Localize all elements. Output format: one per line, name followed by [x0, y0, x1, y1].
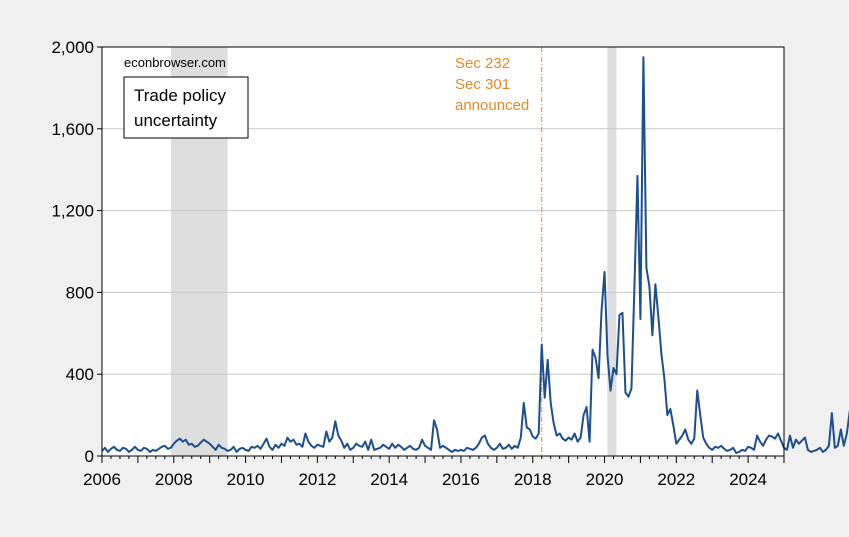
annotation-line-2: Sec 301 — [455, 76, 510, 93]
y-tick-label-1200: 1,200 — [51, 202, 94, 221]
y-tick-label-2000: 2,000 — [51, 38, 94, 57]
axis-layer: 0 400 800 1,200 1,600 2,000 2006 2008 2010 2012 20… — [51, 38, 785, 489]
x-tick-label-2012: 2012 — [298, 470, 336, 489]
source-label: econbrowser.com — [124, 55, 226, 70]
series-line-0 — [101, 56, 849, 454]
x-tick-label-2016: 2016 — [442, 470, 480, 489]
x-tick-label-2024: 2024 — [729, 470, 767, 489]
x-tick-label-2020: 2020 — [586, 470, 624, 489]
x-tick-label-2010: 2010 — [227, 470, 265, 489]
x-tick-label-2014: 2014 — [370, 470, 408, 489]
annotation-line-1: Sec 232 — [455, 55, 510, 72]
legend-label-line-1: Trade policy — [134, 86, 226, 105]
y-tick-label-1600: 1,600 — [51, 120, 94, 139]
y-tick-label-800: 800 — [66, 283, 94, 302]
x-tick-label-2018: 2018 — [514, 470, 552, 489]
x-tick-label-2022: 2022 — [657, 470, 695, 489]
legend-label-line-2: uncertainty — [134, 111, 218, 130]
series-layer — [101, 56, 849, 454]
legend-box — [123, 76, 249, 139]
y-tick-label-400: 400 — [66, 365, 94, 384]
x-tick-label-2008: 2008 — [155, 470, 193, 489]
recession-band-1 — [607, 47, 617, 456]
y-tick-label-0: 0 — [85, 447, 94, 466]
annotation-line-3: announced — [455, 97, 529, 114]
x-tick-label-2006: 2006 — [83, 470, 121, 489]
